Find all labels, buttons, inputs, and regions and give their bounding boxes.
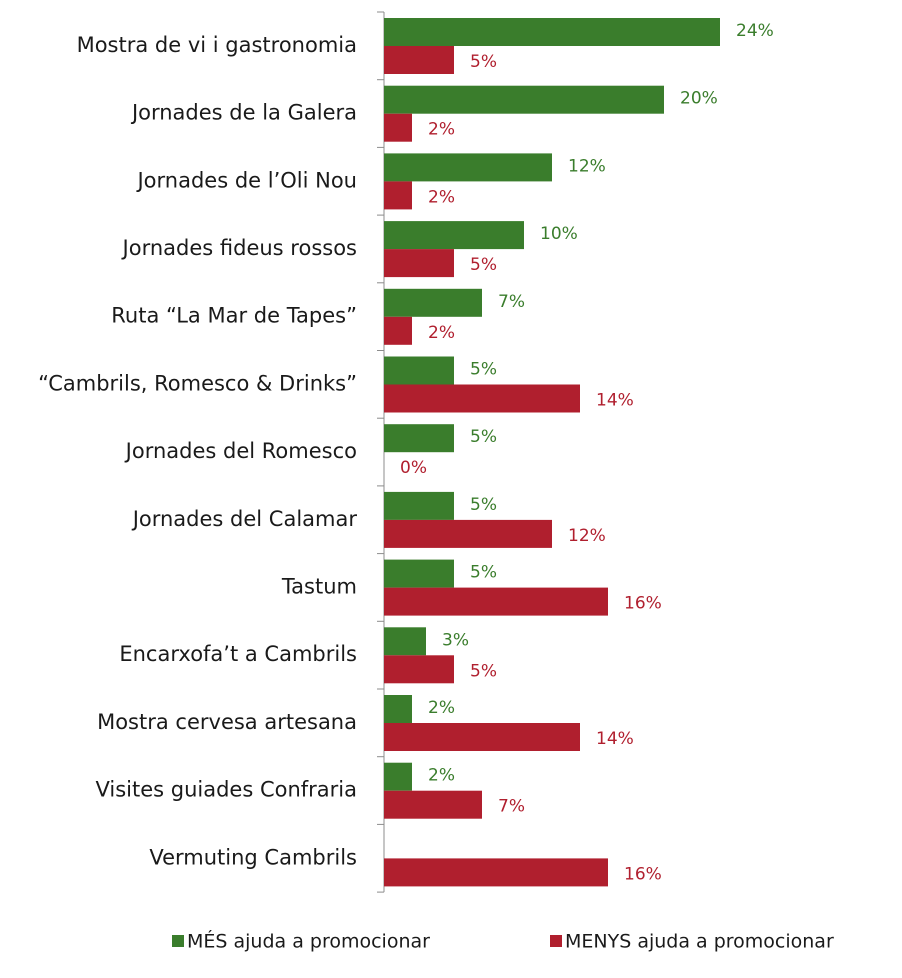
bar-mes: [384, 288, 482, 317]
data-label-menys: 5%: [470, 661, 497, 681]
category-label: “Cambrils, Romesco & Drinks”: [38, 371, 357, 395]
legend-label: MÉS ajuda a promocionar: [187, 930, 430, 953]
axis-layer: [377, 11, 385, 893]
data-label-menys: 16%: [624, 594, 662, 614]
data-label-mes: 20%: [680, 89, 718, 109]
data-label-menys: 2%: [428, 323, 455, 343]
bar-mes: [384, 221, 524, 250]
bar-menys: [384, 113, 412, 142]
category-label: Jornades fideus rossos: [121, 236, 357, 260]
data-label-menys: 5%: [470, 255, 497, 275]
data-label-mes: 2%: [428, 698, 455, 718]
bars-layer: [384, 18, 720, 887]
legend-item-menys: MENYS ajuda a promocionar: [550, 931, 834, 953]
category-label: Jornades del Romesco: [124, 439, 357, 463]
data-label-mes: 24%: [736, 21, 774, 41]
data-label-menys: 5%: [470, 52, 497, 72]
category-label: Visites guiades Confraria: [95, 778, 357, 802]
bar-mes: [384, 424, 454, 453]
bar-mes: [384, 356, 454, 385]
bar-menys: [384, 790, 482, 819]
bar-menys: [384, 181, 412, 210]
category-label: Mostra de vi i gastronomia: [77, 33, 357, 57]
data-label-menys: 12%: [568, 526, 606, 546]
bar-mes: [384, 627, 426, 656]
bar-menys: [384, 384, 580, 413]
legend: MÉS ajuda a promocionar MENYS ajuda a pro…: [172, 930, 834, 953]
data-label-mes: 10%: [540, 224, 578, 244]
bar-menys: [384, 655, 454, 684]
data-label-mes: 5%: [470, 360, 497, 380]
legend-item-mes: MÉS ajuda a promocionar: [172, 930, 430, 953]
bar-mes: [384, 695, 412, 723]
data-label-menys: 2%: [428, 187, 455, 207]
bar-mes: [384, 18, 720, 46]
category-label: Vermuting Cambrils: [149, 845, 357, 869]
data-label-mes: 7%: [498, 292, 525, 312]
bar-menys: [384, 858, 608, 887]
data-label-mes: 12%: [568, 156, 606, 176]
labels-layer: Mostra de vi i gastronomia 24% 5% Jornades …: [38, 21, 774, 884]
data-label-mes: 5%: [470, 563, 497, 583]
bar-mes: [384, 153, 552, 182]
category-label: Jornades de l’Oli Nou: [135, 168, 357, 192]
bar-mes: [384, 491, 454, 520]
data-label-mes: 5%: [470, 495, 497, 515]
category-label: Jornades del Calamar: [131, 507, 358, 531]
data-label-mes: 3%: [442, 630, 469, 650]
bar-menys: [384, 723, 580, 751]
bar-mes: [384, 559, 454, 588]
data-label-menys: 14%: [596, 729, 634, 749]
data-label-menys: 7%: [498, 797, 525, 817]
category-label: Encarxofa’t a Cambrils: [119, 642, 357, 666]
legend-swatch: [550, 935, 562, 947]
bar-menys: [384, 519, 552, 548]
data-label-mes: 5%: [470, 427, 497, 447]
legend-swatch: [172, 935, 184, 947]
category-label: Ruta “La Mar de Tapes”: [111, 304, 357, 328]
data-label-menys: 14%: [596, 391, 634, 411]
data-label-menys: 16%: [624, 864, 662, 884]
data-label-menys: 2%: [428, 120, 455, 140]
bar-menys: [384, 587, 608, 616]
bar-menys: [384, 316, 412, 345]
data-label-mes: 2%: [428, 766, 455, 786]
legend-label: MENYS ajuda a promocionar: [565, 931, 834, 953]
category-label: Tastum: [281, 574, 357, 598]
bar-mes: [384, 85, 664, 114]
data-label-menys: 0%: [400, 458, 427, 478]
bar-mes: [384, 762, 412, 791]
category-label: Mostra cervesa artesana: [97, 710, 357, 734]
category-label: Jornades de la Galera: [130, 101, 357, 125]
bar-menys: [384, 46, 454, 74]
bar-menys: [384, 249, 454, 278]
